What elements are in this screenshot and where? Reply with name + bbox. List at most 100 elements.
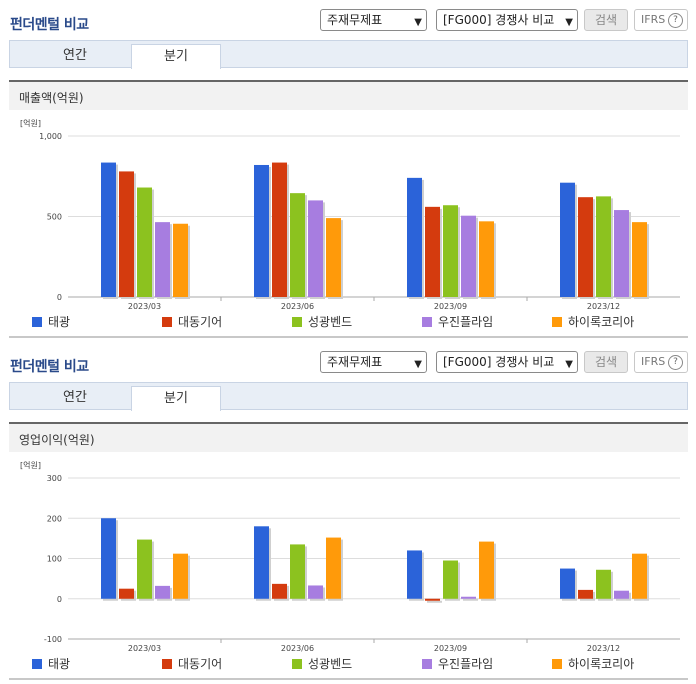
- bar-하이록코리아-2023/06[interactable]: [326, 218, 341, 297]
- tab-quarterly[interactable]: 분기: [131, 386, 221, 411]
- bar-성광벤드-2023/09[interactable]: [443, 205, 458, 297]
- legend-swatch: [292, 659, 302, 669]
- legend-item-대동기어[interactable]: 대동기어: [162, 313, 222, 330]
- bar-하이록코리아-2023/12[interactable]: [632, 553, 647, 599]
- chevron-down-icon: ▼: [565, 359, 573, 370]
- chevron-down-icon: ▼: [565, 17, 573, 28]
- statement-select[interactable]: 주재무제표 ▼: [320, 9, 427, 31]
- bar-우진플라임-2023/03[interactable]: [155, 222, 170, 297]
- bar-태광-2023/06[interactable]: [254, 164, 269, 297]
- legend-swatch: [552, 317, 562, 327]
- bar-shadow: [463, 598, 478, 601]
- x-tick-label: 2023/03: [128, 302, 161, 311]
- legend-item-성광벤드[interactable]: 성광벤드: [292, 655, 352, 672]
- bar-우진플라임-2023/09[interactable]: [461, 596, 476, 599]
- bar-성광벤드-2023/06[interactable]: [290, 193, 305, 297]
- chevron-down-icon: ▼: [414, 359, 422, 370]
- y-tick-label: 0: [57, 293, 62, 302]
- section-title: 펀더멘털 비교: [10, 359, 89, 375]
- bar-대동기어-2023/12[interactable]: [578, 589, 593, 599]
- statement-select-value: 주재무제표: [327, 13, 383, 27]
- bar-하이록코리아-2023/12[interactable]: [632, 222, 647, 297]
- bar-대동기어-2023/03[interactable]: [119, 171, 134, 297]
- legend-swatch: [552, 659, 562, 669]
- period-tabs: 연간 분기: [9, 382, 688, 411]
- bar-태광-2023/09[interactable]: [407, 177, 422, 297]
- bar-하이록코리아-2023/06[interactable]: [326, 537, 341, 599]
- question-circle-icon[interactable]: ?: [668, 355, 683, 370]
- legend-item-하이록코리아[interactable]: 하이록코리아: [552, 313, 634, 330]
- bar-대동기어-2023/03[interactable]: [119, 588, 134, 599]
- bar-태광-2023/12[interactable]: [560, 182, 575, 297]
- tab-quarterly[interactable]: 분기: [131, 44, 221, 69]
- x-tick-label: 2023/12: [587, 302, 620, 311]
- x-tick-label: 2023/06: [281, 644, 314, 653]
- bar-성광벤드-2023/03[interactable]: [137, 539, 152, 599]
- y-tick-label: 200: [47, 514, 62, 523]
- tab-annual[interactable]: 연간: [63, 48, 87, 63]
- question-circle-icon[interactable]: ?: [668, 13, 683, 28]
- legend-swatch: [32, 317, 42, 327]
- legend-item-우진플라임[interactable]: 우진플라임: [422, 313, 493, 330]
- bar-우진플라임-2023/12[interactable]: [614, 590, 629, 599]
- bar-성광벤드-2023/06[interactable]: [290, 544, 305, 599]
- statement-select[interactable]: 주재무제표 ▼: [320, 351, 427, 373]
- legend-swatch: [422, 659, 432, 669]
- bar-대동기어-2023/06[interactable]: [272, 162, 287, 297]
- x-tick-label: 2023/03: [128, 644, 161, 653]
- bar-대동기어-2023/06[interactable]: [272, 583, 287, 599]
- period-tabs: 연간 분기: [9, 40, 688, 69]
- compare-select[interactable]: [FG000] 경쟁사 비교 ▼: [436, 9, 578, 31]
- bar-태광-2023/06[interactable]: [254, 526, 269, 599]
- bar-하이록코리아-2023/09[interactable]: [479, 221, 494, 297]
- legend-label: 태광: [48, 315, 71, 329]
- y-tick-label: 300: [47, 474, 62, 483]
- search-button[interactable]: 검색: [584, 9, 628, 31]
- legend-item-태광[interactable]: 태광: [32, 655, 70, 672]
- tab-annual[interactable]: 연간: [63, 390, 87, 405]
- bar-성광벤드-2023/12[interactable]: [596, 569, 611, 599]
- legend-item-하이록코리아[interactable]: 하이록코리아: [552, 655, 634, 672]
- compare-select[interactable]: [FG000] 경쟁사 비교 ▼: [436, 351, 578, 373]
- search-button[interactable]: 검색: [584, 351, 628, 373]
- legend-item-성광벤드[interactable]: 성광벤드: [292, 313, 352, 330]
- chart-panel-header: 매출액(억원): [9, 80, 688, 110]
- bar-대동기어-2023/09[interactable]: [425, 598, 440, 601]
- bar-우진플라임-2023/06[interactable]: [308, 200, 323, 297]
- y-tick-label: -100: [44, 635, 62, 644]
- chevron-down-icon: ▼: [414, 17, 422, 28]
- bar-태광-2023/12[interactable]: [560, 568, 575, 599]
- ifrs-info-button[interactable]: IFRS ?: [634, 351, 688, 373]
- section-title: 펀더멘털 비교: [10, 17, 89, 33]
- ifrs-info-button[interactable]: IFRS ?: [634, 9, 688, 31]
- bar-성광벤드-2023/12[interactable]: [596, 196, 611, 297]
- legend-label: 태광: [48, 657, 71, 671]
- bar-성광벤드-2023/03[interactable]: [137, 187, 152, 297]
- y-unit-label: [억원]: [20, 460, 41, 470]
- bar-태광-2023/09[interactable]: [407, 550, 422, 599]
- bar-하이록코리아-2023/03[interactable]: [173, 553, 188, 599]
- y-tick-label: 1,000: [39, 132, 62, 141]
- fundamental-section-operating-profit: 펀더멘털 비교 주재무제표 ▼ [FG000] 경쟁사 비교 ▼ 검색 IFRS…: [0, 342, 696, 684]
- y-tick-label: 500: [47, 213, 62, 222]
- legend-item-우진플라임[interactable]: 우진플라임: [422, 655, 493, 672]
- legend-label: 성광벤드: [308, 657, 353, 671]
- bar-하이록코리아-2023/09[interactable]: [479, 541, 494, 599]
- legend-swatch: [162, 317, 172, 327]
- bar-태광-2023/03[interactable]: [101, 162, 116, 297]
- compare-select-value: [FG000] 경쟁사 비교: [443, 13, 555, 27]
- legend-item-대동기어[interactable]: 대동기어: [162, 655, 222, 672]
- bar-우진플라임-2023/12[interactable]: [614, 210, 629, 297]
- bar-대동기어-2023/12[interactable]: [578, 197, 593, 297]
- bar-하이록코리아-2023/03[interactable]: [173, 223, 188, 297]
- bar-우진플라임-2023/06[interactable]: [308, 585, 323, 599]
- legend-item-태광[interactable]: 태광: [32, 313, 70, 330]
- bar-대동기어-2023/09[interactable]: [425, 206, 440, 297]
- chart-legend: 태광 대동기어 성광벤드 우진플라임 하이록코리아: [0, 313, 696, 331]
- bar-태광-2023/03[interactable]: [101, 518, 116, 599]
- chart-panel-header: 영업이익(억원): [9, 422, 688, 452]
- bar-우진플라임-2023/09[interactable]: [461, 215, 476, 297]
- chart-legend: 태광 대동기어 성광벤드 우진플라임 하이록코리아: [0, 655, 696, 673]
- bar-성광벤드-2023/09[interactable]: [443, 560, 458, 599]
- bar-우진플라임-2023/03[interactable]: [155, 585, 170, 599]
